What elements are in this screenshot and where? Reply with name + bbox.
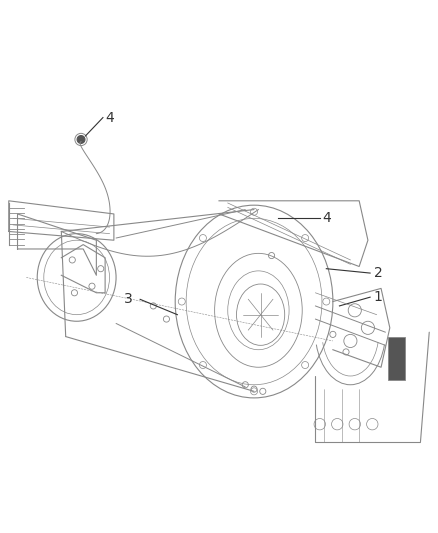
Text: 4: 4 xyxy=(106,110,114,125)
Text: 4: 4 xyxy=(322,211,331,225)
Ellipse shape xyxy=(77,135,85,143)
Bar xyxy=(388,336,405,381)
Text: 1: 1 xyxy=(374,290,382,304)
Text: 3: 3 xyxy=(124,292,132,306)
Text: 2: 2 xyxy=(374,266,382,280)
